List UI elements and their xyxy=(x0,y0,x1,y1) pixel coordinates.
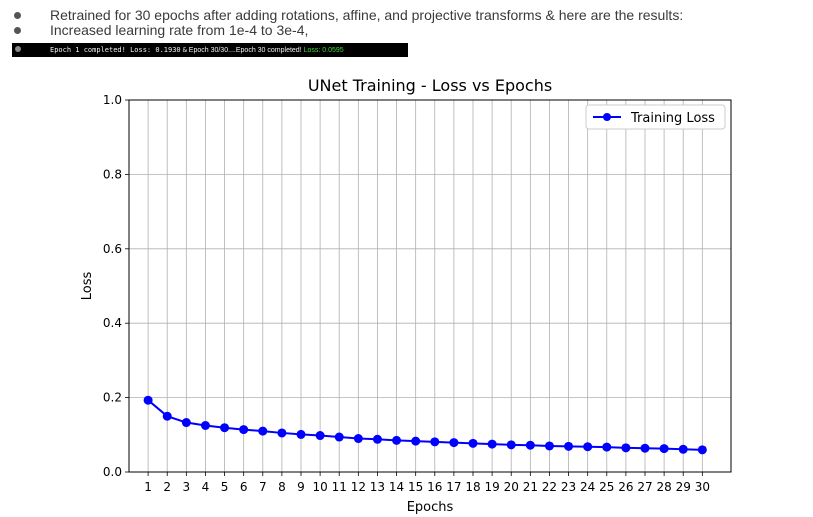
data-point xyxy=(564,441,574,451)
bullet-icon xyxy=(15,46,21,52)
legend: Training Loss xyxy=(585,104,726,130)
x-tick-label: 26 xyxy=(618,480,633,494)
y-tick-label: 0.8 xyxy=(103,167,122,181)
x-tick-label: 14 xyxy=(389,480,404,494)
data-point xyxy=(640,443,650,453)
series xyxy=(143,395,707,455)
data-point xyxy=(430,437,440,447)
data-point xyxy=(487,439,497,449)
x-tick-label: 2 xyxy=(163,480,171,494)
data-point xyxy=(200,421,210,430)
legend-label: Training Loss xyxy=(630,111,715,126)
y-tick-label: 0.4 xyxy=(103,316,122,330)
data-point xyxy=(697,445,707,455)
x-tick-label: 5 xyxy=(221,480,229,494)
x-tick-label: 16 xyxy=(427,480,442,494)
data-point xyxy=(621,443,631,453)
data-point xyxy=(411,436,421,446)
x-tick-label: 6 xyxy=(240,480,248,494)
legend-marker xyxy=(603,113,611,121)
x-tick-label: 27 xyxy=(637,480,652,494)
data-point xyxy=(583,442,593,452)
data-point xyxy=(392,435,402,445)
x-tick-label: 23 xyxy=(561,480,576,494)
terminal-output: Epoch 1 completed! Loss: 0.1930 & Epoch … xyxy=(12,43,408,57)
plot-area xyxy=(128,99,732,473)
x-tick-label: 29 xyxy=(676,480,691,494)
note-item: Increased learning rate from 1e-4 to 3e-… xyxy=(14,23,794,38)
x-tick-label: 18 xyxy=(465,480,480,494)
data-point xyxy=(258,426,268,436)
data-point xyxy=(220,423,230,433)
grid xyxy=(129,99,731,473)
data-point xyxy=(602,442,612,452)
x-tick-label: 19 xyxy=(484,480,499,494)
data-point xyxy=(506,440,516,450)
data-point xyxy=(181,418,191,428)
x-tick-label: 15 xyxy=(408,480,423,494)
data-point xyxy=(239,425,249,435)
x-tick-label: 3 xyxy=(183,480,191,494)
bullet-icon xyxy=(14,12,21,19)
series-line xyxy=(147,399,703,451)
x-tick-label: 24 xyxy=(580,480,595,494)
y-tick-label: 0.2 xyxy=(103,391,122,405)
bullet-icon xyxy=(14,27,21,34)
data-point xyxy=(525,440,535,450)
x-tick-label: 4 xyxy=(202,480,210,494)
x-tick-label: 20 xyxy=(504,480,519,494)
x-tick-label: 30 xyxy=(695,480,710,494)
x-tick-label: 9 xyxy=(297,480,305,494)
data-point xyxy=(162,411,172,421)
note-item: Retrained for 30 epochs after adding rot… xyxy=(14,8,794,23)
epoch1-log: Epoch 1 completed! Loss: 0.1930 xyxy=(50,46,181,54)
y-tick-label: 0.6 xyxy=(103,242,122,256)
x-tick-label: 25 xyxy=(599,480,614,494)
ticks: 1 2 3 4 5 6 7 8 9 10 11 12 13 14 15 16 17 18 19 20 21 22 23 24 2… xyxy=(103,93,710,494)
data-point xyxy=(277,428,287,438)
terminal-text: Epoch 1 completed! Loss: 0.1930 & Epoch … xyxy=(50,43,344,58)
x-tick-label: 28 xyxy=(656,480,671,494)
x-tick-label: 21 xyxy=(523,480,538,494)
data-point xyxy=(449,438,459,448)
chart-title: UNet Training - Loss vs Epochs xyxy=(308,76,552,95)
data-point xyxy=(296,429,306,439)
x-tick-label: 22 xyxy=(542,480,557,494)
data-point xyxy=(315,431,325,441)
x-axis-label: Epochs xyxy=(407,500,454,515)
note-text: Increased learning rate from 1e-4 to 3e-… xyxy=(50,22,309,38)
x-tick-label: 13 xyxy=(370,480,385,494)
x-tick-label: 11 xyxy=(332,480,347,494)
data-point xyxy=(372,434,382,444)
data-point xyxy=(468,438,478,448)
data-point xyxy=(544,441,554,451)
x-tick-label: 1 xyxy=(144,480,152,494)
x-tick-label: 10 xyxy=(312,480,327,494)
legend-box xyxy=(585,104,726,130)
note-text: Retrained for 30 epochs after adding rot… xyxy=(50,7,684,23)
data-point xyxy=(353,434,363,444)
data-point xyxy=(334,432,344,442)
data-point xyxy=(143,395,153,405)
notes-list: Retrained for 30 epochs after adding rot… xyxy=(14,8,794,38)
y-tick-label: 0.0 xyxy=(103,465,122,479)
y-tick-label: 1.0 xyxy=(103,93,122,107)
data-point xyxy=(659,444,669,454)
x-tick-label: 17 xyxy=(446,480,461,494)
final-loss: Loss: 0.0595 xyxy=(303,47,344,54)
x-tick-label: 12 xyxy=(351,480,366,494)
progress-log: Epoch 30/30....Epoch 30 completed! xyxy=(188,47,302,54)
x-tick-label: 8 xyxy=(278,480,286,494)
x-tick-label: 7 xyxy=(259,480,267,494)
y-axis-label: Loss xyxy=(80,272,95,301)
ampersand: & xyxy=(182,46,187,54)
data-point xyxy=(678,444,688,454)
